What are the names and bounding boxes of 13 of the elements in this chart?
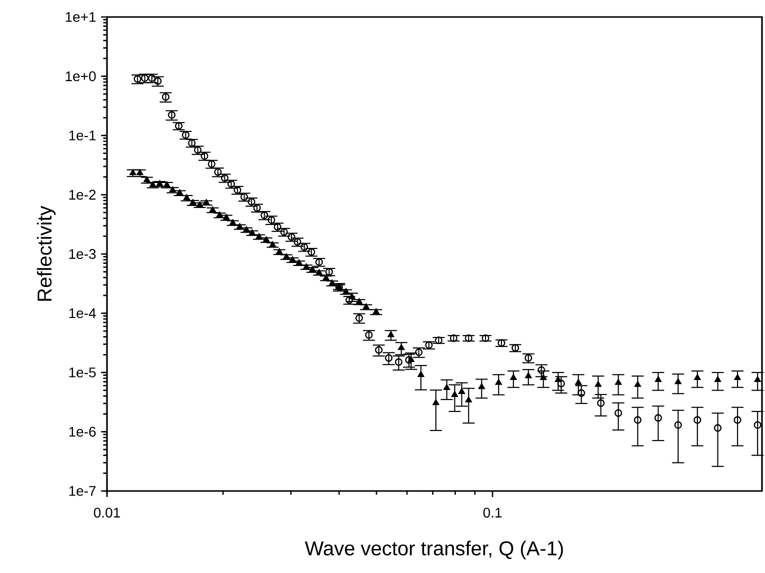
y-tick-label: 1e-2 [69, 190, 96, 200]
x-axis-title: Wave vector transfer, Q (A-1) [304, 540, 563, 560]
x-tick-label: 0.1 [483, 508, 502, 518]
y-tick-label: 1e+0 [66, 71, 96, 82]
y-tick-label: 1e-5 [69, 368, 96, 378]
y-tick-label: 1e-1 [69, 130, 96, 140]
y-tick-label: 1e-6 [69, 426, 96, 437]
y-tick-label: 1e+1 [66, 12, 96, 22]
y-tick-label: 1e-7 [69, 486, 96, 496]
y-tick-label: 1e-4 [69, 308, 96, 318]
x-tick-label: 0.01 [94, 508, 120, 518]
y-axis-title: Reflectivity [36, 206, 56, 301]
y-tick-label: 1e-3 [69, 249, 96, 259]
